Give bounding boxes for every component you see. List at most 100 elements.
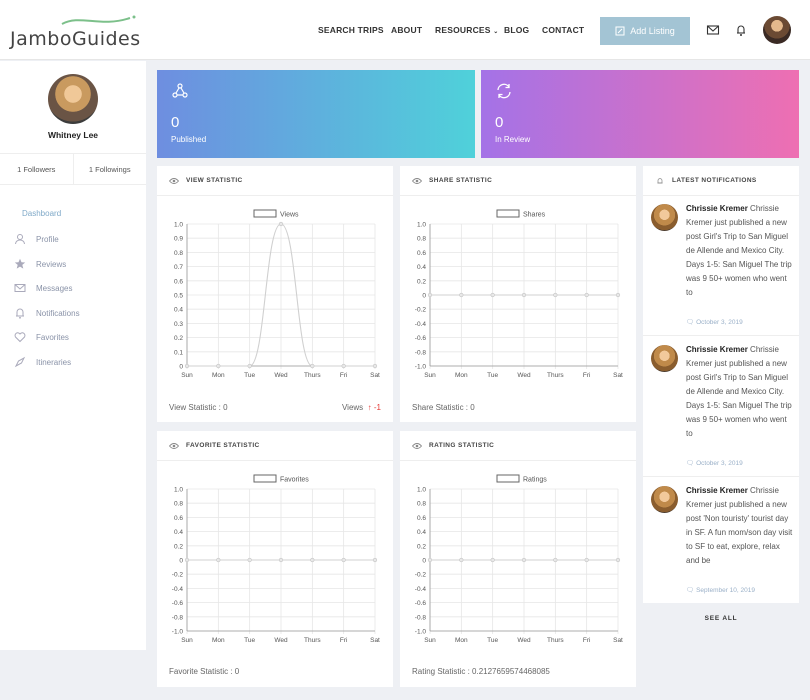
y-tick-label: 0 [422,558,426,565]
comment-icon: 🗨 [686,319,695,326]
favorite-statistic-panel: FAVORITE STATISTIC Favorites -1.0 -0.8 -0.6… [157,431,393,687]
x-tick-label: Tue [487,637,498,644]
x-tick-label: Fri [340,372,348,379]
favorite-statistic-footer: Favorite Statistic : 0 [169,667,240,676]
sidebar: Whitney Lee 1 Followers 1 Followings Das… [0,61,146,650]
sidebar-item-favorites[interactable]: Favorites [14,331,69,343]
sidebar-item-label: Notifications [36,308,80,318]
y-tick-label: 0.4 [417,264,426,271]
x-tick-label: Sun [181,637,193,644]
y-tick-label: -0.4 [415,321,427,328]
notification-item[interactable]: Chrissie Kremer Chrissie Kremer just pub… [643,337,799,477]
data-point [521,292,527,298]
user-avatar[interactable] [763,16,791,44]
y-tick-label: 0.4 [174,529,183,536]
followers-link[interactable]: 1 Followers [0,154,74,184]
data-point [247,557,252,563]
nav-blog[interactable]: BLOG [504,25,530,35]
data-point [427,557,433,563]
data-point [341,557,346,563]
legend-label: Favorites [280,477,309,484]
nav-search-trips[interactable]: SEARCH TRIPS [318,25,384,35]
notification-body: Chrissie Kremer just published a new pos… [686,486,793,565]
notification-author[interactable]: Chrissie Kremer [686,204,748,213]
eye-icon [169,442,179,449]
x-tick-label: Wed [274,372,288,379]
share-statistic-panel: SHARE STATISTIC Shares -1.0 -0.8 -0.6 -0.4 -0… [400,166,636,422]
sidebar-item-dashboard[interactable]: Dashboard [22,209,61,218]
envelope-icon[interactable] [706,23,720,37]
share-statistic-footer: Share Statistic : 0 [412,403,475,412]
sidebar-item-notifications[interactable]: Notifications [14,307,80,319]
data-point [341,363,346,369]
legend-swatch [496,209,520,218]
nav-resources-label: RESOURCES [435,25,491,35]
eye-icon [412,177,422,184]
comment-icon: 🗨 [686,587,695,594]
notification-text: Chrissie Kremer Chrissie Kremer just pub… [686,484,794,568]
profile-avatar[interactable] [48,74,98,124]
avatar[interactable] [651,204,678,231]
see-all-link[interactable]: SEE ALL [704,615,738,622]
data-point [490,292,495,298]
sidebar-item-label: Favorites [36,332,69,342]
notification-body: Chrissie Kremer just published a new pos… [686,345,792,438]
panel-title: LATEST NOTIFICATIONS [672,177,757,184]
nav-contact[interactable]: CONTACT [542,25,585,35]
panel-title: SHARE STATISTIC [429,177,493,184]
legend-swatch [253,209,277,218]
y-tick-label: 0.8 [174,250,183,257]
user-icon [15,234,25,245]
y-tick-label: -0.2 [415,307,427,314]
in-review-label: In Review [495,135,531,144]
legend-swatch [253,474,277,483]
y-tick-label: -0.6 [415,600,427,607]
arrow-up-icon: ↑ [365,403,372,412]
y-tick-label: -0.4 [415,586,427,593]
views-change-value: -1 [373,403,381,412]
y-tick-label: 0.2 [417,543,426,550]
nav-resources[interactable]: RESOURCES ⌄ [435,25,498,35]
data-point [459,557,464,563]
notification-author[interactable]: Chrissie Kremer [686,345,748,354]
data-point [184,557,190,563]
y-tick-label: -0.4 [172,586,184,593]
y-tick-label: 0.4 [417,529,426,536]
bell-icon[interactable] [734,23,748,37]
y-tick-label: 0.8 [417,501,426,508]
notification-item[interactable]: Chrissie Kremer Chrissie Kremer just pub… [643,196,799,336]
in-review-card[interactable]: 0 In Review [481,70,799,158]
data-point [247,363,252,369]
sidebar-item-reviews[interactable]: Reviews [14,258,66,270]
x-tick-label: Sat [613,372,623,379]
follow-row: 1 Followers 1 Followings [0,153,146,185]
view-statistic-footer: View Statistic : 0 [169,403,228,412]
avatar[interactable] [651,345,678,372]
nav-about[interactable]: ABOUT [391,25,423,35]
notification-date-text: October 3, 2019 [696,460,743,467]
data-point [553,557,558,563]
notification-date: 🗨 October 3, 2019 [686,459,743,467]
published-card[interactable]: 0 Published [157,70,475,158]
sidebar-item-itineraries[interactable]: Itineraries [14,356,71,368]
rating-chart: Ratings -1.0 -0.8 -0.6 -0.4 -0.2 0 0.2 0.4 0.6 0.8… [415,474,623,644]
notification-date-text: October 3, 2019 [696,319,743,326]
comment-icon: 🗨 [686,460,695,467]
sidebar-item-messages[interactable]: Messages [14,282,72,294]
followings-link[interactable]: 1 Followings [88,164,131,174]
notification-item[interactable]: Chrissie Kremer Chrissie Kremer just pub… [643,478,799,603]
sidebar-item-profile[interactable]: Profile [14,233,59,245]
avatar[interactable] [651,486,678,513]
add-listing-label: Add Listing [630,26,675,36]
rating-statistic-footer: Rating Statistic : 0.2127659574468085 [412,667,550,676]
y-tick-label: 0.4 [174,307,183,314]
notification-author[interactable]: Chrissie Kremer [686,486,748,495]
add-listing-button[interactable]: Add Listing [600,17,690,45]
panel-header: RATING STATISTIC [400,431,636,461]
x-tick-label: Sun [424,637,436,644]
data-point [184,363,190,369]
rating-statistic-panel: RATING STATISTIC Ratings -1.0 -0.8 -0.6 -0.4… [400,431,636,687]
data-point [521,557,527,563]
x-tick-label: Thurs [304,372,321,379]
notifications-panel: LATEST NOTIFICATIONS Chrissie Kremer Chr… [643,166,799,603]
